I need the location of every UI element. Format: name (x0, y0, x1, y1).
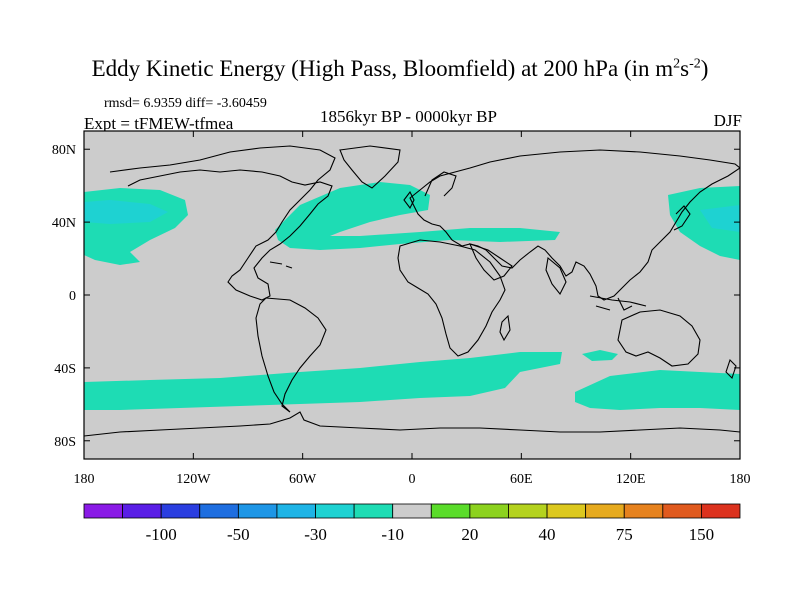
colorbar-box (199, 503, 239, 519)
anomaly-regions (84, 182, 740, 410)
coast-britain (403, 190, 415, 210)
colorbar-box (701, 503, 741, 519)
period-label: 1856kyr BP - 0000kyr BP (320, 107, 497, 126)
coast-australia (617, 309, 701, 367)
coast-japan (673, 205, 691, 231)
anomaly-indian-small (582, 350, 618, 361)
colorbar-box (585, 503, 625, 519)
coast-india (545, 256, 567, 296)
colorbar-label: 75 (616, 525, 633, 544)
lon-label: 180 (74, 472, 95, 487)
lon-label: 180 (730, 472, 751, 487)
coast-madagascar (499, 314, 511, 342)
colorbar-box (237, 503, 278, 519)
colorbar-box (122, 503, 162, 519)
colorbar-box (623, 503, 664, 519)
lat-label: 80S (54, 435, 76, 450)
colorbar-box (315, 503, 355, 519)
season-label: DJF (713, 111, 742, 130)
colorbar-box (160, 503, 201, 519)
coast-indonesia (589, 295, 647, 311)
colorbar-label: -10 (381, 525, 404, 544)
anomaly-southern-ocean-west (84, 352, 562, 410)
colorbar-label: 40 (539, 525, 556, 544)
lon-label: 0 (409, 472, 416, 487)
coast-antarctica (84, 411, 740, 437)
coastlines (84, 145, 740, 437)
experiment-label: Expt = tFMEW-tfmea (84, 114, 234, 133)
anomaly-north-atlantic (275, 182, 560, 250)
latitude-axis: 80N 40N 0 40S 80S (52, 143, 740, 450)
stats-label: rmsd= 6.9359 diff= -3.60459 (104, 96, 267, 111)
anomaly-north-pacific-west-core (700, 205, 740, 232)
coast-arabia (469, 243, 513, 281)
colorbar-label: 150 (689, 525, 715, 544)
colorbar-label: -30 (304, 525, 327, 544)
lat-label: 40S (54, 362, 76, 377)
colorbar-label: 20 (461, 525, 478, 544)
map-title: Eddy Kinetic Energy (High Pass, Bloomfie… (91, 56, 709, 81)
longitude-axis: 180 120W 60W 0 60E 120E 180 (74, 131, 751, 487)
coast-caribbean (269, 261, 293, 269)
coast-greenland (339, 145, 401, 189)
lat-label: 40N (52, 216, 76, 231)
colorbar-box (662, 503, 702, 519)
colorbar-box (546, 503, 587, 519)
colorbar-box (353, 503, 394, 519)
lon-label: 120E (616, 472, 646, 487)
colorbar-box (276, 503, 316, 519)
coast-new-zealand (725, 358, 737, 380)
lat-label: 0 (69, 289, 76, 304)
colorbar-box (392, 503, 432, 519)
lon-label: 120W (176, 472, 211, 487)
colorbar: -100 -50 -30 -10 20 40 75 150 (83, 503, 741, 544)
colorbar-box (508, 503, 548, 519)
colorbar-label: -100 (146, 525, 177, 544)
anomaly-north-pacific-east-core (84, 200, 168, 224)
colorbar-box (83, 503, 123, 519)
lat-label: 80N (52, 143, 76, 158)
anomaly-north-pacific-west (668, 186, 740, 260)
colorbar-box (469, 503, 509, 519)
coast-south-america (255, 297, 327, 413)
anomaly-southern-ocean-east (575, 370, 740, 410)
coast-scandinavia (424, 171, 457, 197)
lon-label: 60W (289, 472, 317, 487)
lon-label: 60E (510, 472, 533, 487)
map-background (84, 131, 740, 459)
colorbar-box (430, 503, 471, 519)
colorbar-label: -50 (227, 525, 250, 544)
